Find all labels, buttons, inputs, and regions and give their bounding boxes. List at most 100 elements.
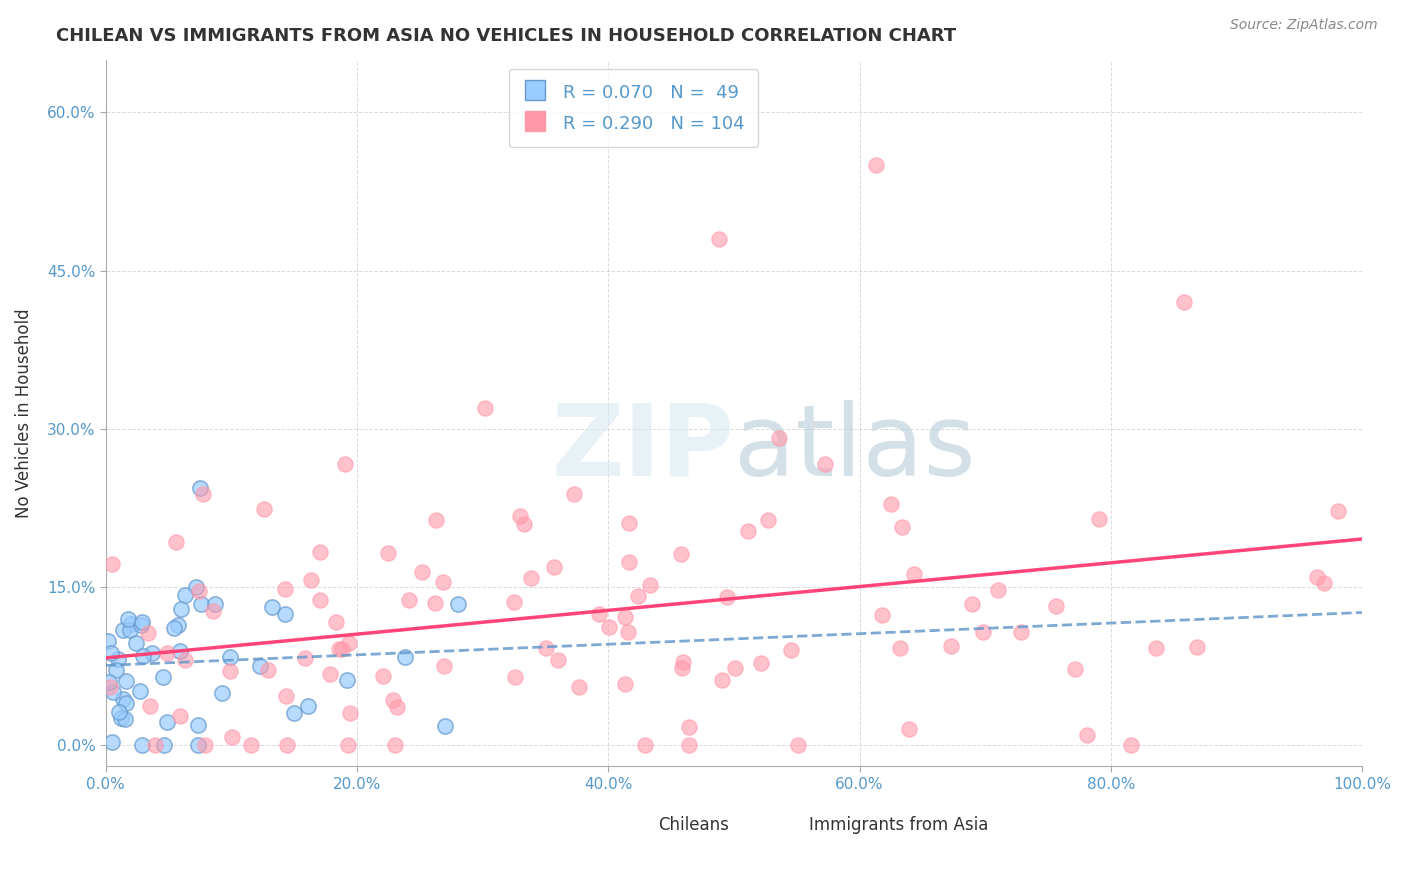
- Point: [1045, 599, 1067, 613]
- Point: [384, 738, 406, 752]
- Point: [257, 663, 280, 677]
- Point: [163, 621, 186, 635]
- Point: [260, 599, 283, 614]
- Point: [613, 609, 636, 624]
- Point: [100, 646, 122, 660]
- Point: [433, 719, 456, 733]
- Point: [101, 557, 124, 571]
- Point: [204, 597, 226, 611]
- Point: [336, 738, 359, 752]
- Point: [903, 567, 925, 582]
- Point: [98, 675, 121, 690]
- Point: [617, 555, 640, 569]
- Point: [141, 646, 163, 660]
- Point: [865, 158, 887, 172]
- Point: [678, 738, 700, 752]
- Point: [1076, 728, 1098, 742]
- Point: [138, 625, 160, 640]
- Point: [898, 723, 921, 737]
- Point: [474, 401, 496, 415]
- Point: [131, 738, 153, 752]
- Point: [547, 653, 569, 667]
- Point: [115, 696, 138, 710]
- Point: [627, 589, 650, 603]
- Point: [939, 639, 962, 653]
- Point: [880, 497, 903, 511]
- Point: [972, 625, 994, 640]
- Point: [1064, 662, 1087, 676]
- Point: [337, 636, 360, 650]
- Point: [335, 457, 357, 471]
- Point: [509, 508, 531, 523]
- Point: [768, 432, 790, 446]
- Point: [336, 673, 359, 687]
- Point: [614, 677, 637, 691]
- Point: [111, 691, 134, 706]
- Point: [1305, 570, 1327, 584]
- Point: [534, 640, 557, 655]
- Point: [98, 681, 121, 695]
- Point: [97, 633, 120, 648]
- Point: [1010, 625, 1032, 640]
- Point: [188, 482, 211, 496]
- Point: [382, 693, 405, 707]
- Point: [503, 595, 526, 609]
- Point: [299, 573, 322, 587]
- Point: [330, 642, 353, 657]
- Point: [780, 643, 803, 657]
- Point: [707, 232, 730, 246]
- Point: [387, 700, 409, 714]
- Point: [562, 487, 585, 501]
- Point: [193, 738, 215, 752]
- Point: [723, 661, 745, 675]
- Point: [411, 565, 433, 579]
- Point: [169, 602, 191, 616]
- Point: [319, 667, 342, 681]
- Point: [117, 612, 139, 626]
- Point: [309, 545, 332, 559]
- Point: [737, 524, 759, 538]
- Point: [101, 735, 124, 749]
- Text: Immigrants from Asia: Immigrants from Asia: [810, 816, 988, 834]
- Point: [716, 590, 738, 604]
- Point: [115, 674, 138, 689]
- Point: [202, 604, 225, 618]
- Point: [891, 520, 914, 534]
- Point: [294, 651, 316, 665]
- Point: [513, 516, 536, 531]
- Point: [328, 642, 350, 657]
- Point: [153, 738, 176, 752]
- Point: [447, 597, 470, 611]
- Point: [1185, 640, 1208, 654]
- Point: [598, 620, 620, 634]
- Point: [165, 534, 187, 549]
- Point: [638, 577, 661, 591]
- Point: [814, 458, 837, 472]
- Point: [118, 624, 141, 638]
- Point: [503, 670, 526, 684]
- Point: [756, 513, 779, 527]
- Point: [169, 643, 191, 657]
- Point: [325, 615, 347, 629]
- Point: [129, 618, 152, 632]
- Point: [191, 487, 214, 501]
- Point: [139, 698, 162, 713]
- Point: [432, 574, 454, 589]
- Point: [105, 663, 128, 677]
- Point: [174, 653, 197, 667]
- Point: [187, 738, 209, 752]
- Point: [710, 673, 733, 688]
- Point: [671, 661, 693, 675]
- Point: [423, 596, 446, 610]
- Point: [101, 685, 124, 699]
- Point: [184, 581, 207, 595]
- Point: [617, 625, 640, 640]
- Point: [276, 738, 298, 752]
- Point: [187, 584, 209, 599]
- Point: [377, 547, 399, 561]
- Point: [520, 571, 543, 585]
- Point: [371, 668, 394, 682]
- Point: [167, 618, 190, 632]
- Point: [211, 686, 233, 700]
- Point: [283, 706, 305, 721]
